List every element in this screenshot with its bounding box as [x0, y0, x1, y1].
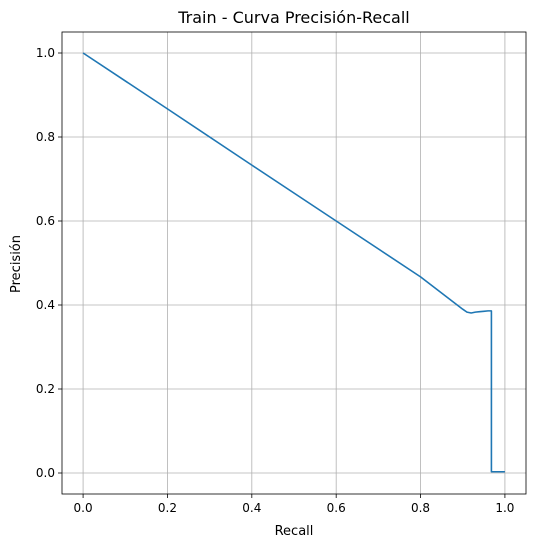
y-tick-label: 1.0 [36, 46, 55, 60]
y-axis: 0.0 0.2 0.4 0.6 0.8 1.0 [36, 46, 62, 480]
plot-frame [61, 31, 527, 495]
x-tick-label: 0.0 [74, 501, 93, 515]
y-tick-label: 0.0 [36, 466, 55, 480]
x-tick-label: 0.2 [158, 501, 177, 515]
y-tick-label: 0.6 [36, 214, 55, 228]
y-tick-label: 0.4 [36, 298, 55, 312]
pr-curve-line [82, 52, 505, 473]
grid [62, 32, 526, 494]
series-group [82, 52, 505, 473]
x-tick-label: 0.8 [411, 501, 430, 515]
y-tick-label: 0.8 [36, 130, 55, 144]
y-axis-label: Precisión [9, 235, 24, 293]
y-tick-label: 0.2 [36, 382, 55, 396]
x-axis: 0.0 0.2 0.4 0.6 0.8 1.0 [74, 494, 514, 515]
chart-title: Train - Curva Precisión-Recall [177, 8, 409, 27]
x-axis-label: Recall [275, 524, 314, 539]
x-tick-label: 1.0 [495, 501, 514, 515]
x-tick-label: 0.6 [327, 501, 346, 515]
x-tick-label: 0.4 [242, 501, 261, 515]
